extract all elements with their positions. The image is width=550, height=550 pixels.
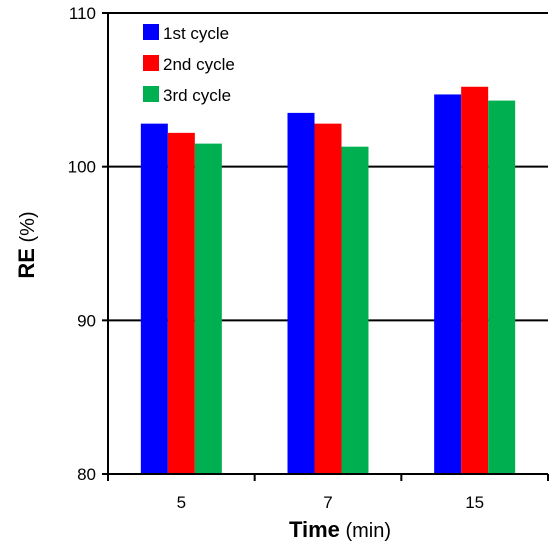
x-tick-label: 5 bbox=[177, 493, 186, 512]
bar-2nd-cycle-5 bbox=[167, 132, 195, 475]
y-axis-title-unit: (%) bbox=[17, 211, 39, 248]
legend-swatch bbox=[143, 24, 159, 40]
bar-3rd-cycle-7 bbox=[341, 146, 369, 474]
y-tick-label: 100 bbox=[68, 158, 96, 177]
y-tick-label: 90 bbox=[77, 311, 96, 330]
axes bbox=[102, 12, 549, 481]
y-axis-title-bold: RE bbox=[14, 248, 39, 279]
y-axis-title: RE (%) bbox=[14, 211, 39, 278]
y-tick-label: 110 bbox=[69, 4, 96, 23]
legend-swatch bbox=[143, 86, 159, 102]
legend-label: 3rd cycle bbox=[163, 86, 231, 105]
y-tick-labels: 80 90 100 110 bbox=[68, 4, 96, 484]
bar-3rd-cycle-5 bbox=[194, 143, 222, 474]
bar-2nd-cycle-7 bbox=[314, 123, 342, 474]
x-axis-title-unit: (min) bbox=[340, 520, 391, 542]
x-tick-label: 15 bbox=[465, 493, 484, 512]
x-tick-label: 7 bbox=[323, 493, 332, 512]
bar-1st-cycle-15 bbox=[434, 94, 462, 475]
x-axis-title: Time (min) bbox=[289, 517, 391, 542]
bar-1st-cycle-5 bbox=[140, 123, 168, 474]
y-tick-label: 80 bbox=[77, 465, 96, 484]
legend: 1st cycle 2nd cycle 3rd cycle bbox=[143, 24, 235, 105]
legend-label: 1st cycle bbox=[163, 24, 229, 43]
bars bbox=[140, 86, 516, 475]
x-tick-labels: 5 7 15 bbox=[177, 493, 485, 512]
legend-swatch bbox=[143, 55, 159, 71]
bar-1st-cycle-7 bbox=[287, 112, 315, 474]
legend-label: 2nd cycle bbox=[163, 55, 235, 74]
x-axis-title-bold: Time bbox=[289, 517, 340, 542]
bar-2nd-cycle-15 bbox=[461, 86, 489, 474]
bar-3rd-cycle-15 bbox=[488, 100, 516, 474]
